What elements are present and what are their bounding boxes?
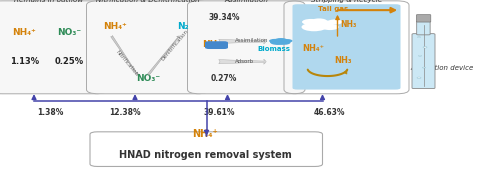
Text: Biomass: Biomass xyxy=(258,46,290,52)
FancyBboxPatch shape xyxy=(86,1,209,94)
Text: 0.25%: 0.25% xyxy=(55,57,84,66)
Text: 1.13%: 1.13% xyxy=(10,57,39,66)
FancyBboxPatch shape xyxy=(292,4,401,90)
Circle shape xyxy=(418,37,420,38)
Circle shape xyxy=(321,24,339,30)
Circle shape xyxy=(423,47,427,48)
FancyBboxPatch shape xyxy=(205,41,228,49)
Text: 46.63%: 46.63% xyxy=(314,108,346,117)
Text: NH₄⁺: NH₄⁺ xyxy=(202,40,226,49)
Text: 12.38%: 12.38% xyxy=(109,108,140,117)
Circle shape xyxy=(314,20,334,27)
Circle shape xyxy=(302,23,326,31)
Text: 39.34%: 39.34% xyxy=(208,13,240,22)
Text: NH₃: NH₃ xyxy=(340,20,356,29)
Circle shape xyxy=(282,39,292,43)
Text: Tail gas: Tail gas xyxy=(318,6,348,12)
Text: 1.38%: 1.38% xyxy=(37,108,64,117)
Text: Nitrification: Nitrification xyxy=(114,49,138,77)
FancyBboxPatch shape xyxy=(0,1,108,94)
Text: N₂: N₂ xyxy=(178,22,189,31)
Circle shape xyxy=(274,38,287,42)
Text: NO₃⁻: NO₃⁻ xyxy=(58,29,82,38)
Text: NH₄⁺: NH₄⁺ xyxy=(302,44,324,53)
Text: Adsorb: Adsorb xyxy=(235,59,254,64)
FancyBboxPatch shape xyxy=(90,132,322,166)
Text: Remains in outflow: Remains in outflow xyxy=(14,0,84,3)
Text: Nitrification & Denitrification: Nitrification & Denitrification xyxy=(96,0,200,3)
Text: NH₄⁺: NH₄⁺ xyxy=(104,22,127,31)
FancyBboxPatch shape xyxy=(412,34,435,89)
FancyBboxPatch shape xyxy=(188,1,305,94)
Text: 0.27%: 0.27% xyxy=(211,74,237,83)
Circle shape xyxy=(269,39,281,43)
Text: Assimilation: Assimilation xyxy=(224,0,268,3)
Text: Stripping & Recycle: Stripping & Recycle xyxy=(311,0,382,3)
Text: NO₃⁻: NO₃⁻ xyxy=(136,74,160,83)
Text: Absorption device: Absorption device xyxy=(410,65,473,71)
Text: NH₄⁺: NH₄⁺ xyxy=(192,129,218,139)
Text: HNAD nitrogen removal system: HNAD nitrogen removal system xyxy=(118,150,292,160)
Text: Denitrification: Denitrification xyxy=(161,28,190,62)
Circle shape xyxy=(417,77,421,78)
Text: NH₃: NH₃ xyxy=(334,56,351,65)
Circle shape xyxy=(270,40,286,45)
FancyBboxPatch shape xyxy=(416,21,430,35)
Circle shape xyxy=(302,19,320,25)
Text: 39.61%: 39.61% xyxy=(204,108,236,117)
Circle shape xyxy=(422,67,426,68)
Text: NH₄⁺: NH₄⁺ xyxy=(12,29,36,38)
Circle shape xyxy=(278,40,290,45)
Circle shape xyxy=(418,55,422,56)
Circle shape xyxy=(311,18,327,24)
FancyBboxPatch shape xyxy=(416,15,431,22)
Text: Assimilation: Assimilation xyxy=(235,38,268,43)
Circle shape xyxy=(328,19,342,25)
